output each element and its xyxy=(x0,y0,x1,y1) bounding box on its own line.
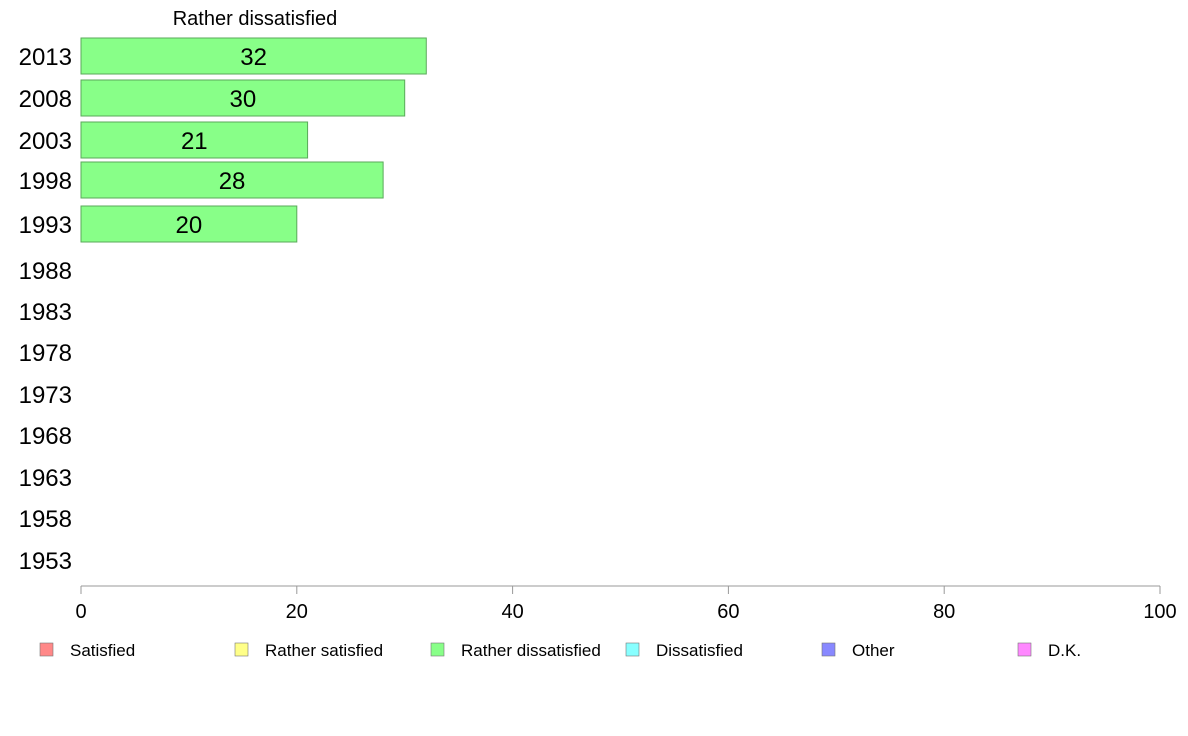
year-label: 1958 xyxy=(19,506,72,533)
year-label: 2008 xyxy=(19,86,72,113)
legend: Satisfied Rather satisfied Rather dissatis… xyxy=(39,641,1081,660)
year-label: 1953 xyxy=(19,548,72,575)
year-label: 1998 xyxy=(19,168,72,195)
legend-swatch xyxy=(430,642,445,657)
bar xyxy=(80,205,298,243)
legend-swatch xyxy=(39,642,54,657)
chart-title: Rather dissatisfied xyxy=(173,8,338,30)
legend-swatch xyxy=(821,642,836,657)
year-label: 1963 xyxy=(19,465,72,492)
bar xyxy=(80,79,406,117)
x-tick-label: 60 xyxy=(717,601,739,623)
x-axis: 0 20 40 60 80 100 xyxy=(75,585,1177,623)
year-label: 1988 xyxy=(19,258,72,285)
legend-swatch xyxy=(234,642,249,657)
bar-value-label: 30 xyxy=(229,86,256,113)
year-label: 2003 xyxy=(19,128,72,155)
bar-value-label: 32 xyxy=(240,44,267,71)
x-tick-label: 100 xyxy=(1143,601,1176,623)
legend-label: Rather satisfied xyxy=(265,641,383,660)
x-tick-label: 0 xyxy=(75,601,86,623)
x-tick-label: 20 xyxy=(286,601,308,623)
bar xyxy=(80,37,427,75)
bars-group: 32 30 21 28 20 xyxy=(80,37,427,243)
year-label: 1968 xyxy=(19,423,72,450)
legend-label: D.K. xyxy=(1048,641,1081,660)
bar xyxy=(80,121,309,159)
year-label: 1978 xyxy=(19,340,72,367)
legend-label: Satisfied xyxy=(70,641,135,660)
bar xyxy=(80,161,384,199)
year-label: 1973 xyxy=(19,382,72,409)
legend-label: Rather dissatisfied xyxy=(461,641,601,660)
legend-swatch xyxy=(1017,642,1032,657)
bar-value-label: 21 xyxy=(181,128,208,155)
bar-value-label: 20 xyxy=(176,212,203,239)
year-label: 1983 xyxy=(19,299,72,326)
year-label: 1993 xyxy=(19,212,72,239)
legend-label: Other xyxy=(852,641,895,660)
x-tick-label: 80 xyxy=(933,601,955,623)
year-labels-group: 2013 2008 2003 1998 1993 1988 1983 1978 1973 1968… xyxy=(19,44,72,575)
x-tick-label: 40 xyxy=(501,601,523,623)
legend-swatch xyxy=(625,642,640,657)
bar-value-label: 28 xyxy=(219,168,246,195)
legend-label: Dissatisfied xyxy=(656,641,743,660)
year-label: 2013 xyxy=(19,44,72,71)
